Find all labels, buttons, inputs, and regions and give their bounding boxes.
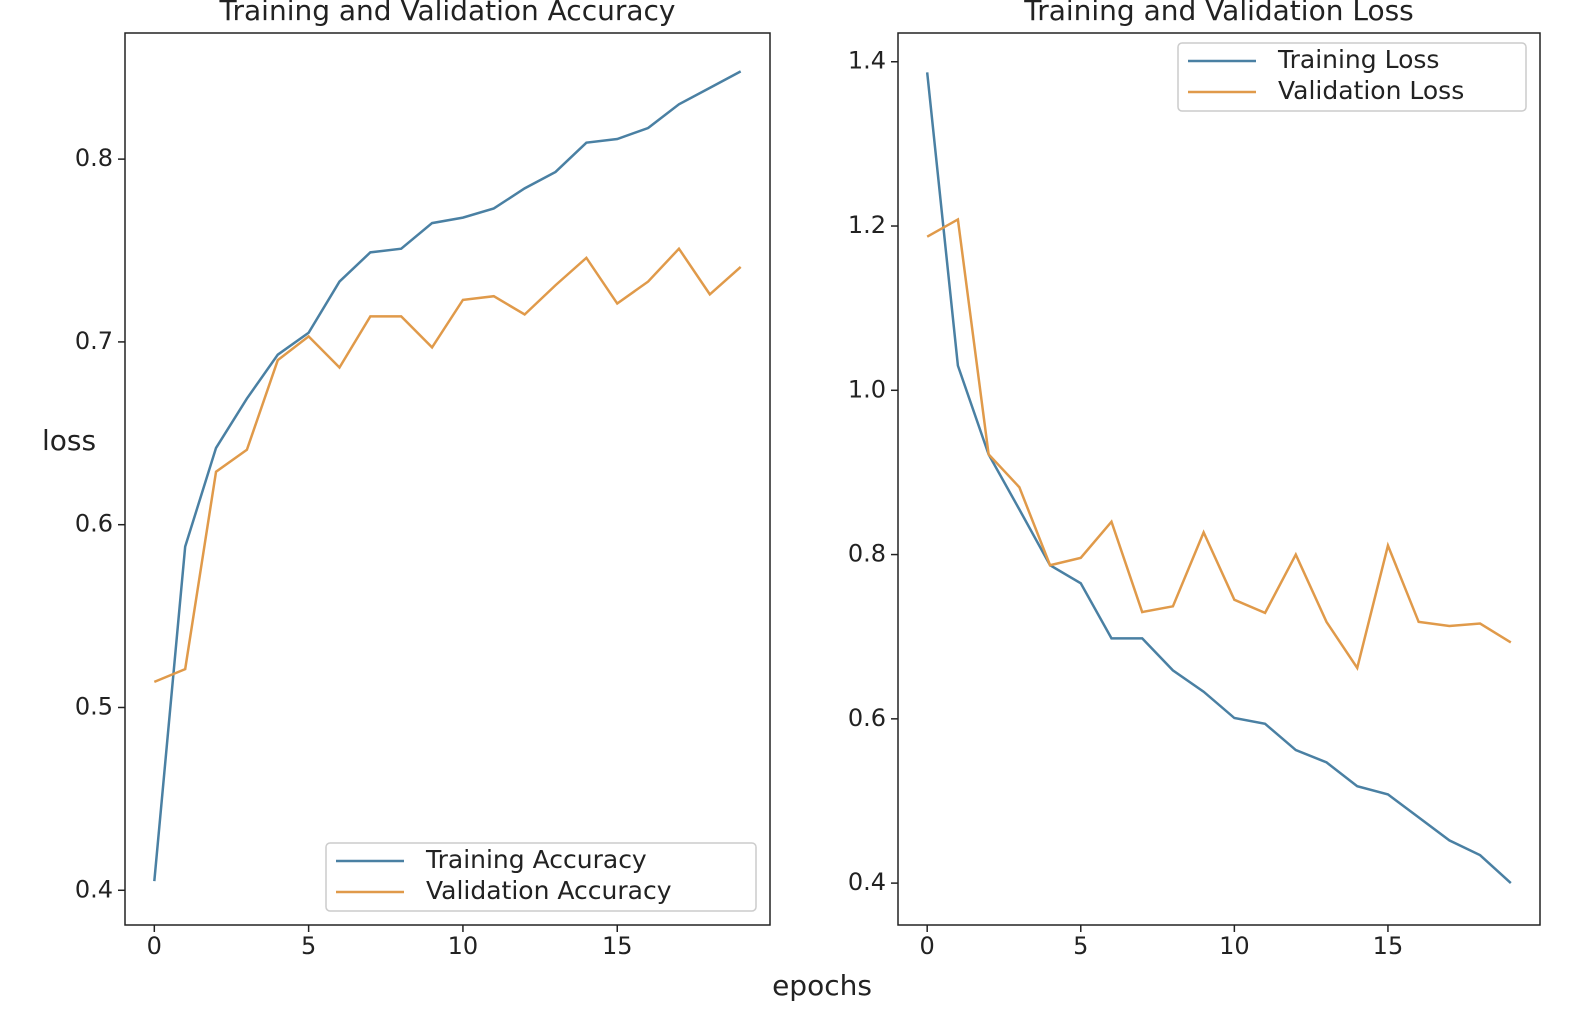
- legend-box: [1177, 42, 1527, 112]
- y-tick-label: 0.8: [848, 540, 886, 568]
- x-tick-label: 0: [920, 932, 935, 960]
- chart-title: Training and Validation Loss: [1023, 0, 1414, 27]
- legend-label: Validation Accuracy: [426, 876, 672, 905]
- data-line: [153, 246, 742, 684]
- plot-frame: [124, 32, 771, 926]
- data-line: [925, 72, 1512, 885]
- x-axis-label: epochs: [772, 969, 872, 1002]
- data-line: [926, 217, 1512, 671]
- x-tick-label: 15: [602, 932, 633, 960]
- y-tick-label: 0.4: [75, 875, 113, 903]
- y-tick-label: 0.6: [75, 510, 113, 538]
- x-tick-label: 10: [1219, 932, 1250, 960]
- x-tick-label: 5: [1073, 932, 1088, 960]
- y-tick-label: 0.8: [75, 144, 113, 172]
- x-tick-label: 15: [1373, 932, 1404, 960]
- y-tick-label: 0.4: [848, 868, 886, 896]
- x-tick-label: 10: [448, 932, 479, 960]
- legend-label: Validation Loss: [1278, 76, 1464, 105]
- chart-title: Training and Validation Accuracy: [219, 0, 676, 27]
- y-tick-label: 0.7: [75, 327, 113, 355]
- plot-frame: [897, 32, 1541, 926]
- x-tick-label: 5: [301, 932, 316, 960]
- y-tick-label: 0.6: [848, 704, 886, 732]
- x-tick-label: 0: [147, 932, 162, 960]
- legend-box: [325, 842, 757, 912]
- y-tick-label: 1.4: [848, 47, 886, 75]
- legend-label: Training Accuracy: [425, 845, 647, 874]
- y-tick-label: 1.0: [848, 375, 886, 403]
- y-axis-label: loss: [42, 424, 96, 457]
- legend-label: Training Loss: [1277, 45, 1439, 74]
- data-line: [153, 70, 742, 882]
- y-tick-label: 1.2: [848, 211, 886, 239]
- y-tick-label: 0.5: [75, 692, 113, 720]
